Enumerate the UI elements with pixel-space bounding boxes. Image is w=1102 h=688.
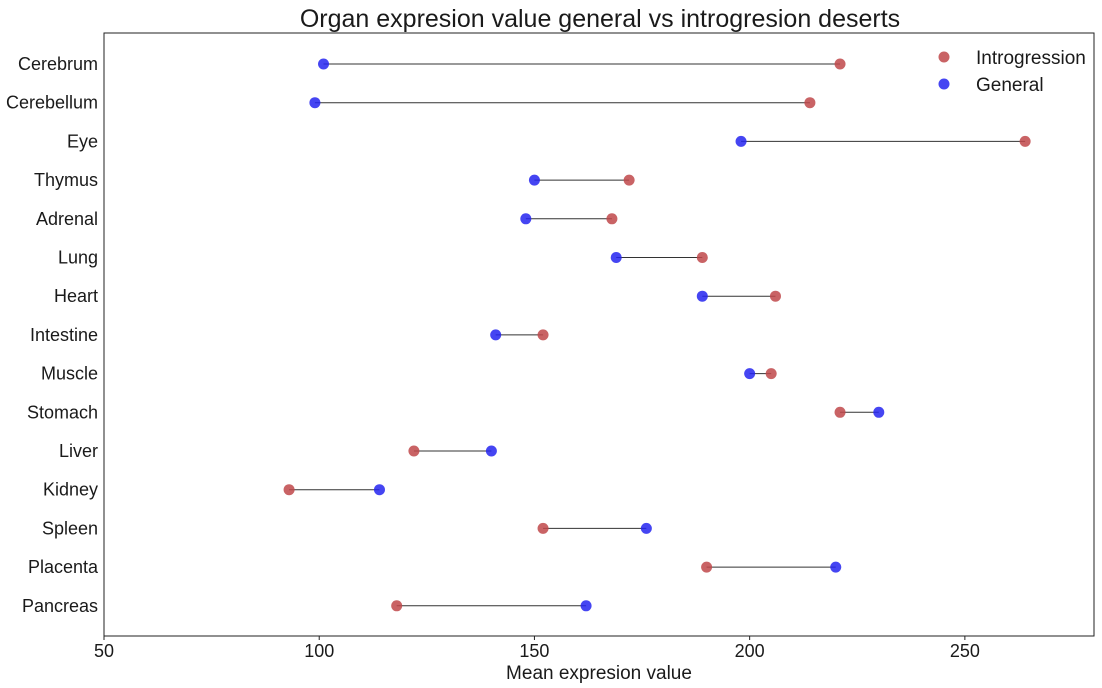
legend-label-introgression: Introgression [976,48,1086,69]
legend-marker-introgression [938,51,950,63]
point-general-intestine [490,329,502,341]
point-general-stomach [873,406,885,418]
plot-frame [103,32,1095,637]
legend-marker-general [938,78,950,90]
y-tick-label-heart: Heart [54,286,98,306]
point-introgression-liver [408,445,420,457]
point-introgression-adrenal [606,213,618,225]
point-general-liver [485,445,497,457]
introgression-series-points [283,58,1031,612]
point-introgression-intestine [537,329,549,341]
point-introgression-spleen [537,522,549,534]
legend-label-general: General [976,75,1044,96]
point-introgression-pancreas [391,600,403,612]
point-introgression-heart [769,290,781,302]
point-introgression-thymus [623,174,635,186]
point-introgression-eye [1019,135,1031,147]
y-tick-label-eye: Eye [67,131,98,151]
y-tick-label-cerebellum: Cerebellum [6,93,98,113]
x-axis-label: Mean expresion value [506,663,692,684]
x-tick-label-200: 200 [735,641,765,661]
y-tick-label-spleen: Spleen [42,518,98,538]
x-tick-label-150: 150 [519,641,549,661]
point-general-cerebellum [309,97,321,109]
y-tick-label-cerebrum: Cerebrum [18,54,98,74]
point-introgression-muscle [765,368,777,380]
y-tick-label-adrenal: Adrenal [36,209,98,229]
point-general-pancreas [580,600,592,612]
legend: Introgression General [938,48,1086,96]
general-series-points [309,58,885,612]
y-tick-label-thymus: Thymus [34,170,98,190]
y-tick-label-stomach: Stomach [27,402,98,422]
point-introgression-placenta [701,561,713,573]
point-introgression-cerebellum [804,97,816,109]
chart-title: Organ expresion value general vs introgr… [300,5,900,33]
x-axis-ticks: 50 100 150 200 250 [94,636,980,661]
point-general-adrenal [520,213,532,225]
point-general-eye [735,135,747,147]
y-tick-label-liver: Liver [59,441,98,461]
point-general-lung [610,252,622,263]
point-introgression-kidney [283,484,295,496]
y-tick-label-kidney: Kidney [43,480,98,500]
y-axis-ticks: Cerebrum Cerebellum Eye Thymus Adrenal Lung He… [6,54,99,616]
point-general-cerebrum [318,58,330,70]
point-introgression-cerebrum [834,58,846,70]
x-tick-label-50: 50 [94,641,114,661]
point-general-muscle [744,368,756,380]
point-general-spleen [640,522,652,534]
x-tick-label-100: 100 [304,641,334,661]
point-general-heart [696,290,708,302]
point-general-placenta [830,561,842,573]
point-introgression-stomach [834,406,846,418]
point-general-kidney [373,484,385,496]
y-tick-label-muscle: Muscle [41,364,98,384]
y-tick-label-intestine: Intestine [30,325,98,345]
y-tick-label-pancreas: Pancreas [22,596,98,616]
y-tick-label-lung: Lung [58,248,98,268]
point-introgression-lung [696,252,708,263]
y-tick-label-placenta: Placenta [28,557,99,577]
x-tick-label-250: 250 [950,641,980,661]
point-general-thymus [528,174,540,186]
